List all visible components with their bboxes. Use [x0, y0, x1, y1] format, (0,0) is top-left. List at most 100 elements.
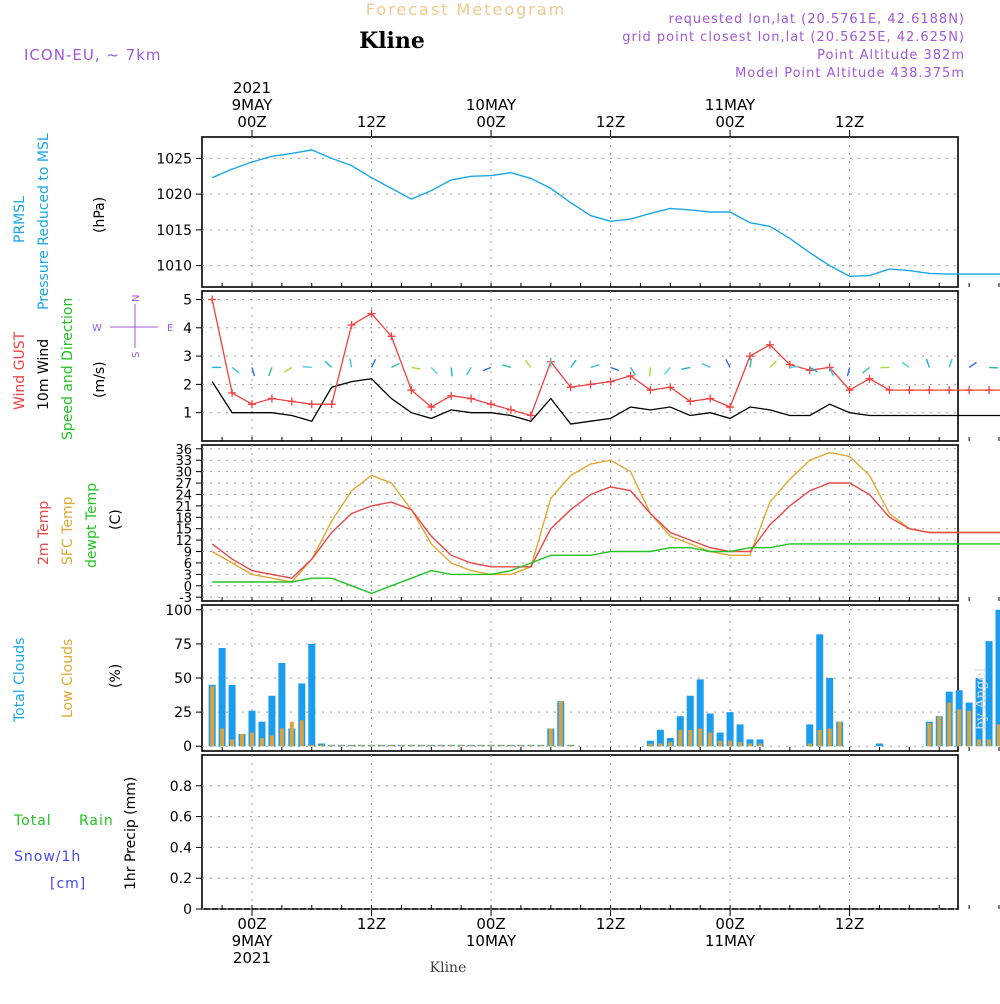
- top-time-label: 00Z: [476, 113, 505, 131]
- snow-label: Snow/1h: [14, 849, 81, 865]
- low-cloud-bar: [479, 745, 483, 746]
- y-tick-label: 0.8: [170, 779, 192, 795]
- temp-unit: (C): [108, 509, 124, 530]
- low-cloud-bar: [389, 745, 393, 746]
- low-cloud-bar: [688, 730, 692, 746]
- low-cloud-bar: [330, 745, 334, 746]
- precip-side-labels: Total Rain Snow/1h [cm] 1hr Precip (mm): [13, 777, 139, 892]
- low-cloud-bar: [957, 709, 961, 746]
- y-tick-label: 1025: [156, 151, 192, 167]
- low-cloud-bar: [429, 745, 433, 746]
- bottom-time-label: 10MAY: [466, 932, 517, 950]
- y-tick-label: 0: [183, 739, 192, 755]
- low-cloud-bar: [698, 728, 702, 746]
- top-time-label: 12Z: [596, 113, 625, 131]
- top-time-label: 12Z: [835, 113, 864, 131]
- low-cloud-bar: [370, 745, 374, 746]
- low-cloud-bar: [967, 711, 971, 746]
- low-cloud-bar: [828, 728, 832, 746]
- requested-coords: requested lon,lat (20.5761E, 42.6188N): [669, 12, 965, 27]
- low-cloud-bar: [559, 701, 563, 746]
- wind-arrow: [451, 367, 452, 376]
- bottom-time-label: 00Z: [476, 915, 505, 933]
- low-cloud-bar: [668, 742, 672, 746]
- low-cloud-bar: [977, 739, 981, 746]
- low-cloud-bar: [539, 745, 543, 746]
- low-cloud-bar: [569, 745, 573, 746]
- wind-unit: (m/s): [92, 361, 108, 398]
- bottom-time-label: 12Z: [835, 915, 864, 933]
- cloud-unit: (%): [108, 664, 124, 688]
- pressure-unit: (hPa): [92, 197, 108, 233]
- pressure-side-labels: PRMSL Pressure Reduced to MSL (hPa): [12, 133, 108, 310]
- chart-title: Forecast Meteogram: [366, 0, 566, 19]
- low-cloud-bar: [927, 723, 931, 746]
- low-cloud-bar: [459, 745, 463, 746]
- gust-label: Wind GUST: [12, 331, 28, 410]
- wind-arrow: [969, 362, 976, 367]
- total-cloud-bar: [308, 644, 315, 746]
- low-cloud-bar: [838, 722, 842, 747]
- low-clouds-label: Low Clouds: [60, 639, 76, 718]
- gust-marker: [985, 386, 993, 394]
- low-cloud-bar: [290, 722, 294, 747]
- low-cloud-bar: [519, 745, 523, 746]
- low-cloud-bar: [748, 743, 752, 746]
- low-cloud-bar: [678, 730, 682, 746]
- point-altitude: Point Altitude 382m: [817, 48, 965, 63]
- low-cloud-bar: [240, 734, 244, 746]
- prmsl-label: PRMSL: [12, 196, 28, 243]
- top-time-label: 10MAY: [466, 96, 517, 114]
- low-cloud-bar: [260, 738, 264, 746]
- bottom-time-label: 00Z: [715, 915, 744, 933]
- y-tick-label: 0.4: [170, 840, 192, 856]
- total-cloud-bar: [876, 743, 883, 746]
- panel-frame: [202, 137, 958, 287]
- watermark: by Angel: [973, 667, 989, 730]
- model-label: ICON-EU, ~ 7km: [24, 46, 162, 64]
- panels: 101010151020102512345-303691215182124273…: [156, 137, 1000, 918]
- panel-frame: [202, 291, 958, 441]
- low-cloud-bar: [808, 743, 812, 746]
- low-cloud-bar: [708, 733, 712, 747]
- wind-side-labels: Wind GUST 10m Wind Speed and Direction (…: [12, 295, 173, 440]
- low-cloud-bar: [280, 728, 284, 746]
- top-time-label: 11MAY: [705, 96, 756, 114]
- low-cloud-bar: [270, 735, 274, 746]
- low-cloud-bar: [379, 745, 383, 746]
- wind-speed-dir-label: Speed and Direction: [60, 298, 76, 440]
- compass-icon: N S W E: [92, 295, 173, 358]
- panel-5: 00.20.40.60.8: [170, 755, 999, 918]
- low-cloud-bar: [360, 745, 364, 746]
- panel-frame: [202, 755, 958, 909]
- low-cloud-bar: [469, 745, 473, 746]
- temp2m-label: 2m Temp: [36, 501, 52, 565]
- low-cloud-bar: [310, 745, 314, 746]
- y-tick-label: 75: [174, 637, 192, 653]
- low-cloud-bar: [947, 703, 951, 747]
- precip-unit: 1hr Precip (mm): [123, 777, 139, 890]
- cloud-side-labels: Total Clouds Low Clouds (%): [12, 638, 124, 723]
- y-tick-label: 1020: [156, 187, 192, 203]
- low-cloud-bar: [758, 743, 762, 746]
- footer-station: Kline: [430, 960, 467, 976]
- dewpt-label: dewpt Temp: [84, 483, 100, 568]
- low-cloud-bar: [718, 741, 722, 746]
- y-tick-label: 0.2: [170, 871, 192, 887]
- y-tick-label: 3: [183, 349, 192, 365]
- y-tick-label: 50: [174, 671, 192, 687]
- temp-side-labels: 2m Temp SFC Temp dewpt Temp (C): [36, 483, 124, 568]
- y-tick-label: 5: [183, 292, 192, 308]
- low-cloud-bar: [728, 741, 732, 746]
- compass-w: W: [92, 323, 102, 334]
- low-cloud-bar: [449, 745, 453, 746]
- gust-marker: [965, 386, 973, 394]
- total-cloud-bar: [806, 724, 813, 746]
- low-cloud-bar: [648, 743, 652, 746]
- y-tick-label: 100: [165, 603, 192, 619]
- low-cloud-bar: [489, 745, 493, 746]
- y-tick-label: 25: [174, 705, 192, 721]
